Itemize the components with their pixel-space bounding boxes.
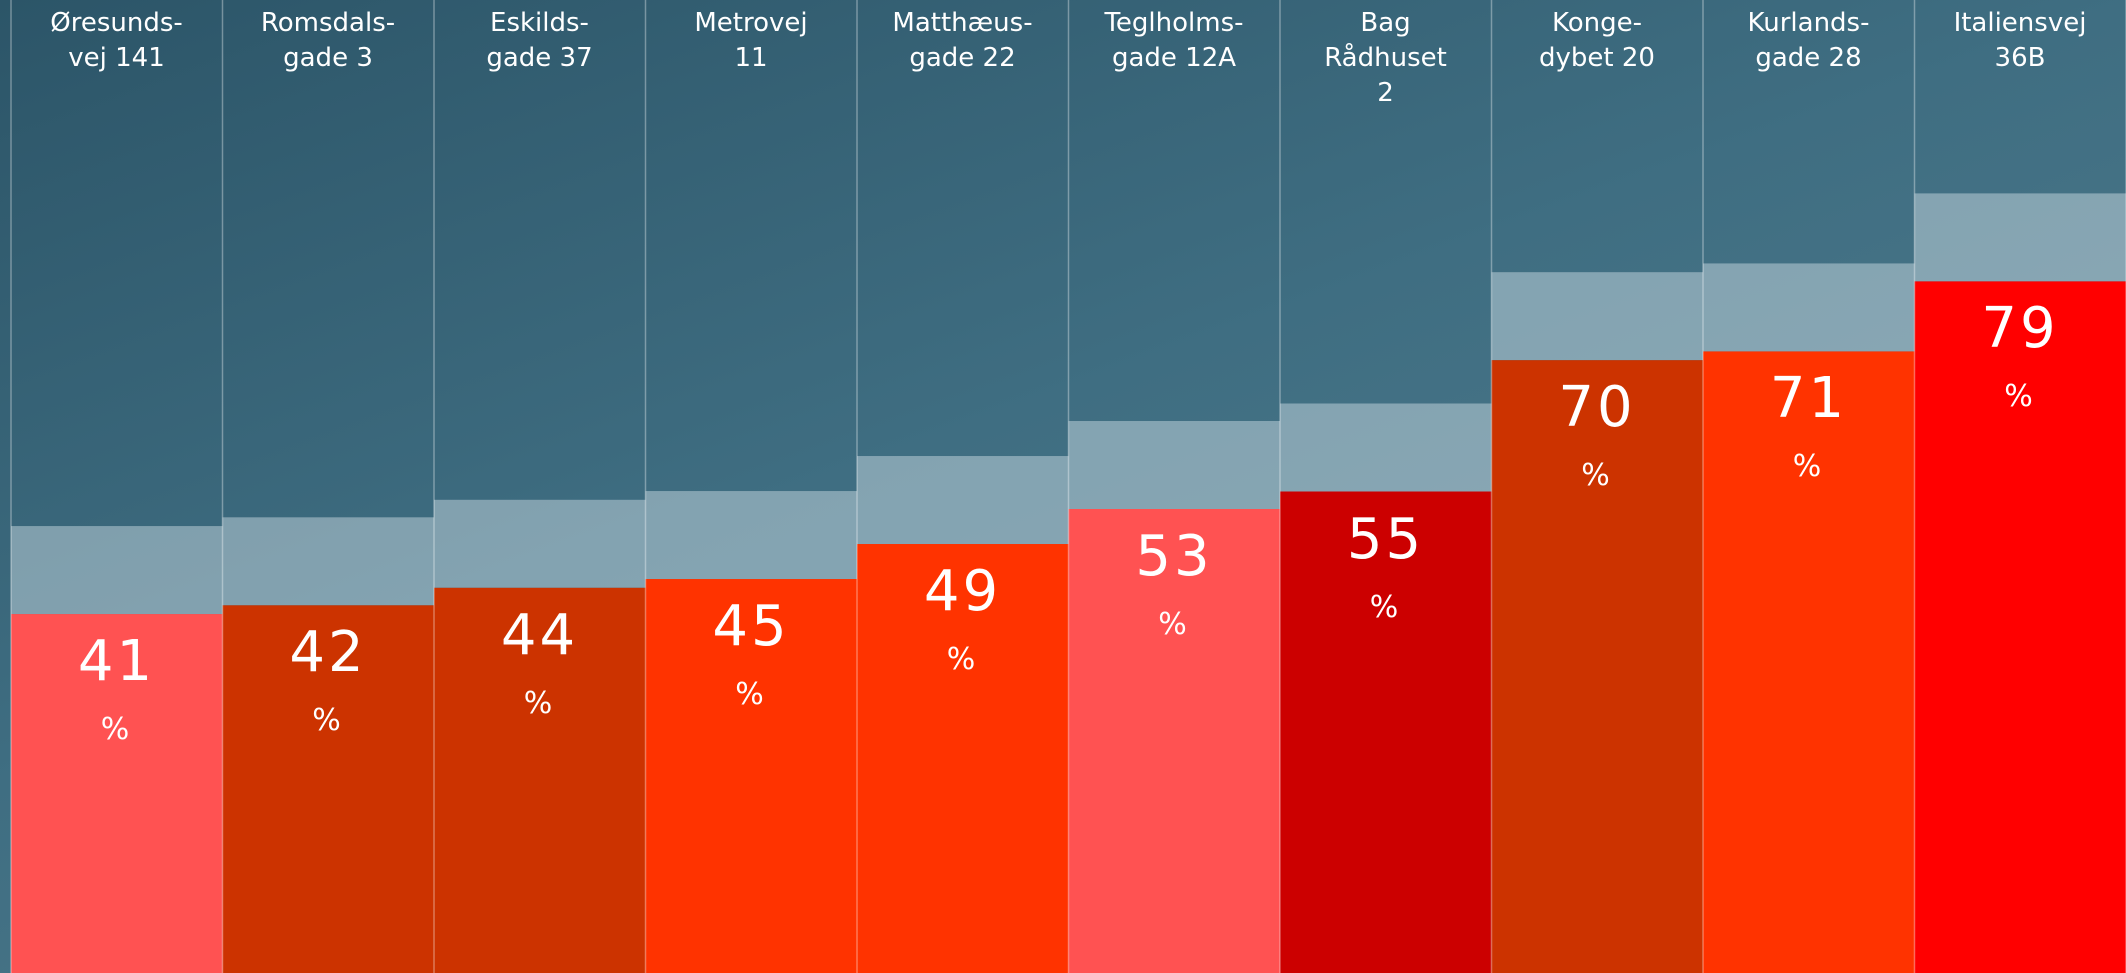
value-label-part: % — [1581, 458, 1613, 494]
bar — [1068, 509, 1280, 973]
value-label: 42% — [223, 615, 434, 751]
value-label: 41% — [11, 624, 222, 760]
bar — [645, 579, 857, 973]
bar-shade — [1068, 421, 1280, 510]
bar — [11, 614, 223, 973]
value-label-part: % — [946, 642, 979, 678]
category-label: Bag Rådhuset 2 — [1324, 8, 1447, 108]
category-label: Teglholms- gade 12A — [1104, 8, 1244, 73]
value-label-part: 41 — [77, 629, 156, 695]
bar — [857, 544, 1069, 973]
bar — [222, 605, 434, 973]
value-label-part: 70 — [1558, 375, 1636, 441]
value-label-part: % — [2004, 379, 2036, 415]
bar-shade — [1491, 272, 1703, 361]
category-label: Matthæus- gade 22 — [892, 8, 1033, 73]
value-label-part: 44 — [500, 602, 579, 668]
value-label-part: 79 — [1981, 296, 2059, 362]
value-label-part: % — [1792, 449, 1825, 485]
bar — [1914, 281, 2126, 973]
bar-shade — [434, 499, 646, 588]
bar-shade — [857, 456, 1069, 545]
category-label: Eskilds- gade 37 — [486, 8, 593, 73]
category-label: Romsdals- gade 3 — [260, 8, 396, 73]
value-label-part: % — [100, 712, 133, 748]
category-label: Konge- dybet 20 — [1539, 8, 1655, 73]
bar-shade — [222, 517, 434, 606]
category-label: Kurlands- gade 28 — [1747, 8, 1870, 73]
value-label-part: 45 — [712, 594, 790, 660]
value-label-part: 42 — [289, 620, 367, 686]
value-label: 53% — [1069, 519, 1280, 655]
bar-shade — [1280, 403, 1492, 492]
bar — [1280, 491, 1492, 973]
value-label-part: % — [312, 703, 344, 739]
value-label-part: 55 — [1346, 506, 1425, 572]
value-label-part: 71 — [1769, 366, 1848, 432]
category-label: Metrovej 11 — [694, 8, 808, 73]
value-label: 79% — [1915, 291, 2126, 427]
bar-shade — [1914, 193, 2126, 282]
value-label-part: % — [1158, 607, 1190, 642]
value-label-part: 49 — [923, 559, 1002, 625]
bar-shade — [11, 526, 223, 615]
value-label: 71% — [1703, 361, 1914, 497]
bar — [1491, 360, 1703, 973]
bar — [434, 587, 646, 973]
value-label-part: % — [1369, 589, 1402, 625]
bar-shade — [645, 491, 857, 580]
value-label-part: % — [523, 685, 556, 721]
value-label: 49% — [857, 554, 1068, 690]
category-label: Øresunds- vej 141 — [50, 8, 183, 73]
category-label: Italiensvej 36B — [1953, 8, 2087, 73]
value-label: 70% — [1492, 370, 1703, 506]
value-label: 45% — [646, 589, 857, 725]
value-label: 55% — [1280, 502, 1491, 638]
value-label-part: % — [735, 677, 767, 713]
bar — [1703, 351, 1915, 973]
value-label-part: 53 — [1135, 524, 1213, 589]
value-label: 44% — [434, 598, 645, 734]
bar-shade — [1703, 263, 1915, 352]
